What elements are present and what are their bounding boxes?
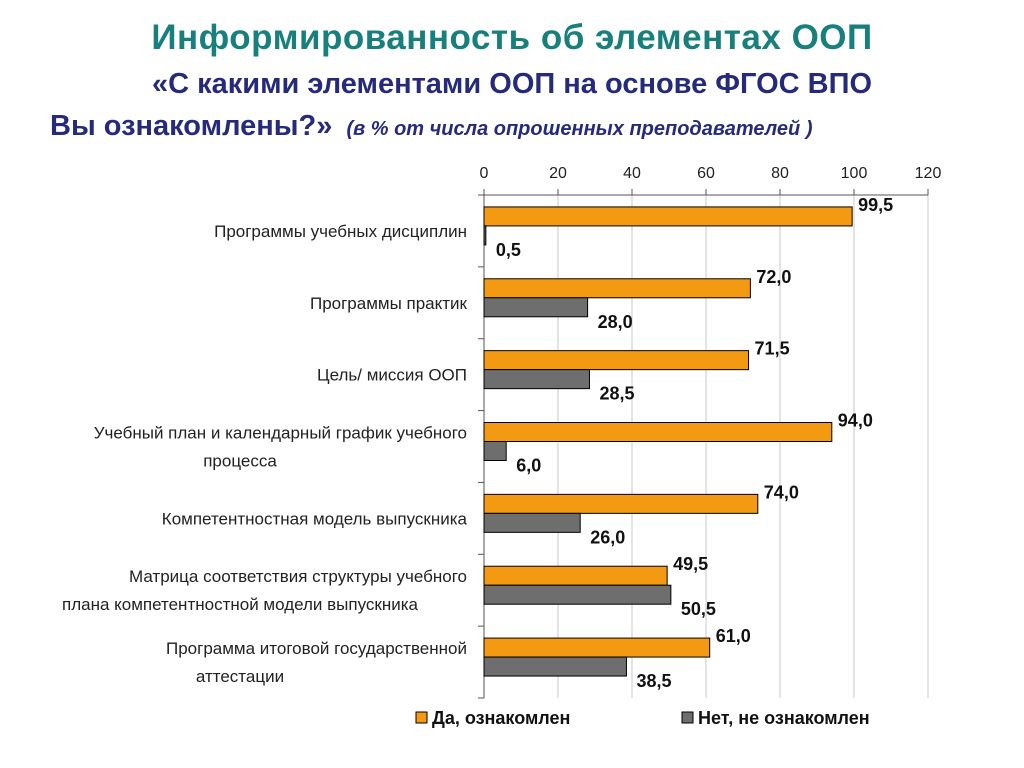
bar-no [483, 297, 589, 318]
x-tick-label: 20 [549, 165, 567, 182]
x-tick-label: 40 [623, 165, 641, 182]
data-label-no: 26,0 [590, 527, 625, 547]
data-label-yes: 74,0 [764, 482, 799, 502]
legend-label-yes: Да, ознакомлен [432, 708, 570, 728]
data-label-no: 50,5 [681, 599, 716, 619]
category-label: Учебный план и календарный график учебно… [94, 424, 467, 443]
x-tick-label: 60 [697, 165, 715, 182]
legend-swatch-no [681, 711, 694, 724]
category-label: Программы учебных дисциплин [214, 222, 467, 241]
data-label-no: 28,5 [599, 384, 634, 404]
question-note: (в % от числа опрошенных преподавателей … [346, 118, 813, 140]
data-label-no: 38,5 [636, 671, 671, 691]
category-label: процесса [203, 452, 277, 471]
category-label: аттестации [196, 667, 284, 686]
bar-no [483, 656, 627, 677]
x-tick-label: 100 [841, 165, 868, 182]
bar-yes [483, 278, 751, 299]
bar-yes [483, 206, 853, 227]
data-label-no: 0,5 [496, 240, 521, 260]
data-label-no: 6,0 [516, 456, 541, 476]
data-label-yes: 71,5 [755, 339, 790, 359]
data-label-yes: 99,5 [858, 195, 893, 215]
category-label: Матрица соответствия структуры учебного [129, 567, 467, 586]
bar-no [483, 584, 672, 605]
bar-yes [483, 350, 750, 371]
data-label-no: 28,0 [598, 312, 633, 332]
category-label: Программа итоговой государственной [166, 639, 467, 658]
category-label: Компетентностная модель выпускника [162, 509, 468, 528]
category-label: Программы практик [310, 294, 468, 313]
page-title: Информированность об элементах ООП [151, 18, 873, 57]
question-line-1: «С какими элементами ООП на основе ФГОС … [151, 68, 873, 100]
bar-no [483, 441, 507, 461]
category-label: Цель/ миссия ООП [317, 366, 467, 385]
bar-yes [483, 493, 759, 514]
bar-no [483, 225, 487, 246]
data-label-yes: 61,0 [716, 626, 751, 646]
legend-swatch-yes [415, 711, 428, 724]
bar-no [483, 369, 590, 390]
category-label: плана компетентностной модели выпускника [62, 595, 419, 614]
bar-yes [483, 637, 711, 658]
data-label-yes: 72,0 [756, 267, 791, 287]
bar-yes [483, 565, 668, 586]
question-line-2: Вы ознакомлены?» [50, 110, 333, 142]
bar-no [483, 512, 581, 533]
question-line-2-wrapper: Вы ознакомлены?» (в % от числа опрошенны… [50, 110, 1024, 143]
data-label-yes: 94,0 [838, 411, 873, 431]
x-tick-label: 120 [915, 165, 942, 182]
x-tick-label: 80 [771, 165, 789, 182]
x-tick-label: 0 [480, 165, 489, 182]
legend-label-no: Нет, не ознакомлен [698, 708, 870, 728]
bar-yes [483, 422, 833, 442]
data-label-yes: 49,5 [673, 554, 708, 574]
